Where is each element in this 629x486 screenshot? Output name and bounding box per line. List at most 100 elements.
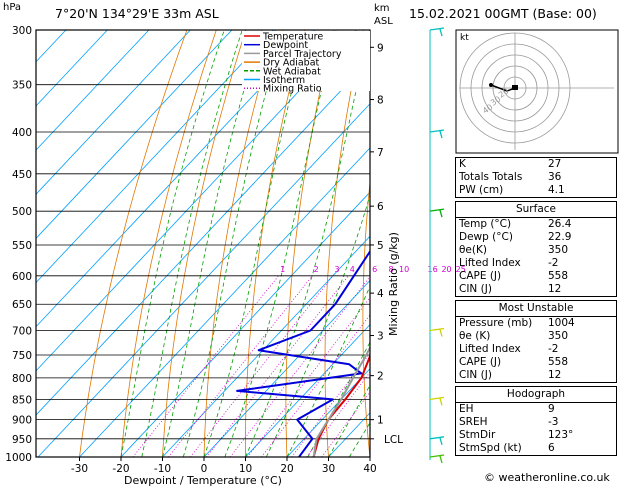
mixing-ratio-line	[168, 275, 313, 457]
index-label: CIN (J)	[459, 369, 492, 381]
index-value: 4.1	[548, 184, 565, 196]
surface-row: Dewp (°C) 22.9	[456, 231, 616, 244]
pressure-tick-label: 900	[12, 415, 32, 427]
hpa-label: hPa	[3, 2, 22, 13]
isotherm-line	[36, 30, 150, 151]
pressure-tick-label: 650	[12, 299, 32, 311]
index-label: Lifted Index	[459, 343, 521, 355]
copyright: © weatheronline.co.uk	[484, 471, 610, 484]
mixing-ratio-axis-label: Mixing Ratio (g/kg)	[387, 232, 400, 336]
hodo-box: Hodograph EH 9 SREH -3 StmDir 123° StmSpd (kt) 6	[455, 386, 617, 456]
hodograph-point	[489, 83, 493, 87]
index-label: CAPE (J)	[459, 356, 502, 368]
index-value: 123°	[548, 429, 574, 441]
wind-barb	[429, 327, 445, 337]
wet-adiabat-line	[120, 30, 225, 457]
isotherm-line	[286, 368, 370, 457]
index-value: -2	[548, 257, 559, 269]
index-label: EH	[459, 403, 474, 415]
series-line-parcel-trajectory	[312, 345, 370, 457]
x-tick-label: -20	[112, 463, 129, 475]
index-label: θe (K)	[459, 330, 491, 342]
plot-frame	[35, 29, 371, 458]
pressure-tick-label: 500	[12, 206, 32, 218]
isotherm-line	[245, 323, 370, 457]
isotherm-line	[36, 30, 233, 239]
index-label: PW (cm)	[459, 184, 504, 196]
index-value: 12	[548, 283, 562, 295]
index-label: θe(K)	[459, 244, 487, 256]
index-value: 22.9	[548, 231, 572, 243]
index-value: 6	[548, 442, 555, 454]
x-axis-label: Dewpoint / Temperature (°C)	[124, 474, 282, 486]
km-tick-label: 6	[377, 201, 384, 213]
isotherm-line	[120, 191, 370, 457]
km-tick-label: 4	[377, 288, 384, 300]
pressure-tick-label: 400	[12, 127, 32, 139]
surface-row: CIN (J) 12	[456, 283, 616, 296]
km-tick-label: 3	[377, 331, 384, 343]
index-label: StmSpd (kt)	[459, 442, 522, 454]
wind-barb	[429, 208, 445, 218]
isotherm-line	[36, 30, 191, 195]
dry-adiabat-line	[120, 30, 217, 457]
index-value: 36	[548, 171, 562, 183]
km-tick-label: 8	[377, 95, 384, 107]
series-line-temperature	[312, 352, 370, 457]
x-tick-label: 0	[201, 463, 208, 475]
index-value: -2	[548, 343, 559, 355]
mixing-ratio-line	[190, 275, 334, 457]
dry-adiabat-line	[162, 30, 247, 457]
datetime-title: 15.02.2021 00GMT (Base: 00)	[409, 6, 597, 21]
isotherm-line	[36, 30, 274, 284]
x-tick-label: 20	[280, 463, 293, 475]
hodograph-storm-marker	[512, 85, 518, 90]
pressure-tick-label: 1000	[5, 452, 32, 464]
hodo-row: StmDir 123°	[456, 429, 616, 442]
pressure-tick-label: 450	[12, 169, 32, 181]
index-label: Dewp (°C)	[459, 231, 513, 243]
mixing-ratio-label: 8	[389, 265, 394, 274]
wet-adiabat-line	[224, 30, 337, 457]
index-value: 1004	[548, 317, 575, 329]
legend-label: Dry Adiabat	[263, 58, 320, 69]
unstable-row: CIN (J) 12	[456, 369, 616, 382]
pressure-tick-label: 600	[12, 271, 32, 283]
isotherm-line	[36, 30, 108, 107]
index-label: Totals Totals	[459, 171, 523, 183]
index-value: 27	[548, 158, 562, 170]
x-tick-label: -10	[154, 463, 171, 475]
hodo-row: EH 9	[456, 403, 616, 416]
isotherm-line	[36, 30, 316, 328]
legend-label: Parcel Trajectory	[263, 49, 342, 60]
basic-box: K 27 Totals Totals 36 PW (cm) 4.1	[455, 157, 617, 198]
basic-row: PW (cm) 4.1	[456, 184, 616, 197]
km-tick-label: 1	[377, 415, 384, 427]
wind-barb	[429, 129, 445, 139]
wind-barb	[429, 454, 445, 464]
wind-barb	[429, 436, 445, 445]
index-label: Temp (°C)	[459, 218, 512, 230]
isotherm-line	[36, 59, 370, 416]
mixing-ratio-label: 16	[427, 265, 437, 274]
index-value: 9	[548, 403, 555, 415]
legend-label: Mixing Ratio	[263, 84, 322, 95]
wind-barb	[429, 396, 445, 406]
x-tick-label: 30	[322, 463, 335, 475]
index-value: 558	[548, 356, 569, 368]
mixing-ratio-label: 1	[280, 265, 285, 274]
unstable-title: Most Unstable	[456, 301, 616, 317]
surface-row: CAPE (J) 558	[456, 270, 616, 283]
legend-label: Wet Adiabat	[263, 66, 321, 77]
pressure-tick-label: 800	[12, 373, 32, 385]
asl-label: ASL	[374, 16, 393, 27]
mixing-ratio-label: 25	[456, 265, 466, 274]
index-value: 12	[548, 369, 562, 381]
km-tick-label: 2	[377, 371, 384, 383]
mixing-ratio-label: 2	[314, 265, 319, 274]
index-label: SREH	[459, 416, 488, 428]
km-tick-label: 7	[377, 147, 384, 159]
surface-box: Surface Temp (°C) 26.4 Dewp (°C) 22.9 θe(K) 35…	[455, 201, 617, 297]
index-value: -3	[548, 416, 559, 428]
